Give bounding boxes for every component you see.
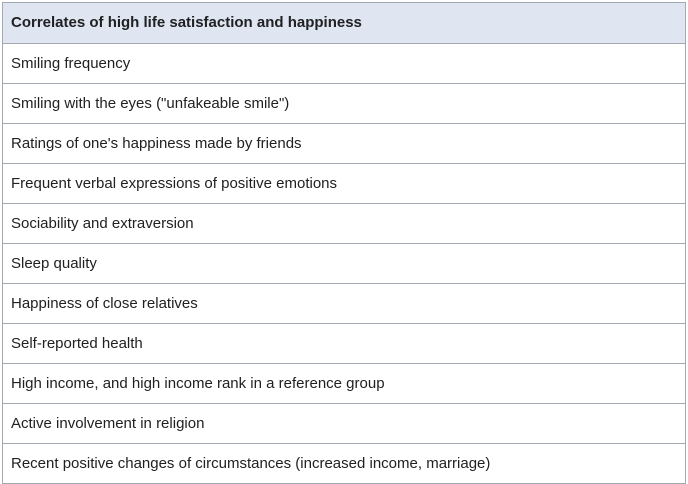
table-row: Smiling with the eyes ("unfakeable smile…	[2, 83, 686, 124]
table-cell: Sociability and extraversion	[2, 203, 686, 244]
table-header: Correlates of high life satisfaction and…	[2, 2, 686, 44]
table-cell: Smiling with the eyes ("unfakeable smile…	[2, 83, 686, 124]
table-row: Sociability and extraversion	[2, 203, 686, 244]
table-cell: Smiling frequency	[2, 43, 686, 84]
table-cell: Self-reported health	[2, 323, 686, 364]
table-cell: High income, and high income rank in a r…	[2, 363, 686, 404]
table-row: Self-reported health	[2, 323, 686, 364]
table-cell: Sleep quality	[2, 243, 686, 284]
table-cell: Frequent verbal expressions of positive …	[2, 163, 686, 204]
table-cell: Ratings of one's happiness made by frien…	[2, 123, 686, 164]
table-header-row: Correlates of high life satisfaction and…	[2, 2, 686, 44]
table-row: Active involvement in religion	[2, 403, 686, 444]
table-row: Ratings of one's happiness made by frien…	[2, 123, 686, 164]
table-cell: Recent positive changes of circumstances…	[2, 443, 686, 484]
table-row: Recent positive changes of circumstances…	[2, 443, 686, 484]
table-cell: Active involvement in religion	[2, 403, 686, 444]
table-row: Frequent verbal expressions of positive …	[2, 163, 686, 204]
table-row: Smiling frequency	[2, 43, 686, 84]
table-row: Sleep quality	[2, 243, 686, 284]
table-row: Happiness of close relatives	[2, 283, 686, 324]
table-row: High income, and high income rank in a r…	[2, 363, 686, 404]
table-cell: Happiness of close relatives	[2, 283, 686, 324]
